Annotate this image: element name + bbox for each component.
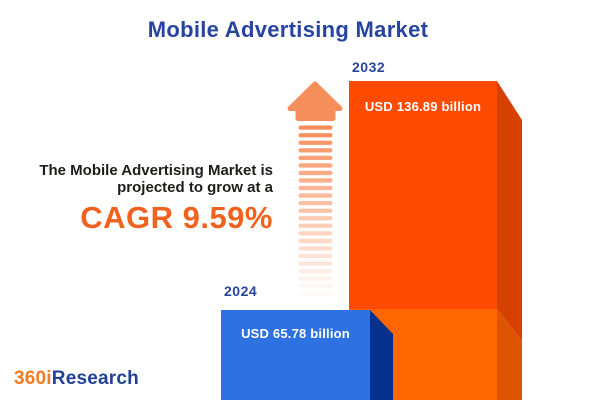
bar-2024-side: [370, 310, 393, 400]
growth-arrow-stripe: [298, 201, 333, 206]
bar-label-2032: 2032: [352, 59, 386, 75]
growth-arrow-stripe: [298, 178, 333, 183]
brand-logo: 360iResearch: [14, 368, 139, 390]
growth-statement: The Mobile Advertising Market is project…: [39, 162, 273, 234]
growth-arrow-stripe: [298, 291, 333, 296]
page-title: Mobile Advertising Market: [147, 17, 429, 42]
growth-arrow-stripe: [298, 208, 333, 213]
growth-arrow-head: [287, 81, 343, 121]
brand-logo-prefix: 360i: [14, 368, 52, 389]
growth-arrow-stripe: [298, 193, 333, 198]
growth-arrow-stripe: [298, 238, 333, 244]
bar-label-2024: 2024: [224, 283, 258, 299]
statement-line-1: The Mobile Advertising Market is: [39, 162, 273, 179]
growth-arrow-stripes: [298, 125, 333, 296]
growth-arrow-stripe: [298, 133, 333, 138]
bar-value-2024: USD 65.78 billion: [241, 326, 350, 341]
bar-value-2032: USD 136.89 billion: [364, 99, 482, 114]
growth-arrow-stripe: [298, 216, 333, 221]
bar-2024: [221, 310, 393, 400]
growth-arrow-stripe: [298, 231, 333, 236]
growth-arrow-stripe: [298, 170, 333, 176]
bar-2032-side-lower: [497, 309, 522, 400]
growth-arrow-stripe: [298, 246, 333, 251]
growth-arrow-stripe: [298, 163, 333, 168]
statement-line-2: projected to grow at a: [117, 179, 273, 196]
growth-arrow-stripe: [298, 253, 333, 259]
growth-arrow-stripe: [298, 223, 333, 228]
growth-arrow-icon: [287, 81, 343, 296]
growth-arrow-stripe: [298, 268, 333, 274]
bar-2024-face: [221, 310, 370, 400]
growth-arrow-stripe: [298, 185, 333, 191]
growth-arrow-stripe: [298, 276, 333, 281]
growth-arrow-stripe: [298, 155, 333, 160]
bar-2032-face-upper: [349, 81, 497, 309]
growth-arrow-stripe: [298, 261, 333, 266]
growth-arrow-stripe: [298, 140, 333, 145]
growth-arrow-stripe: [298, 284, 333, 289]
cagr-value: CAGR 9.59%: [80, 200, 273, 235]
brand-logo-suffix: Research: [51, 368, 139, 389]
growth-arrow-stripe: [298, 148, 333, 153]
growth-arrow-stripe: [298, 125, 333, 130]
bar-2032-side-upper: [497, 81, 522, 341]
